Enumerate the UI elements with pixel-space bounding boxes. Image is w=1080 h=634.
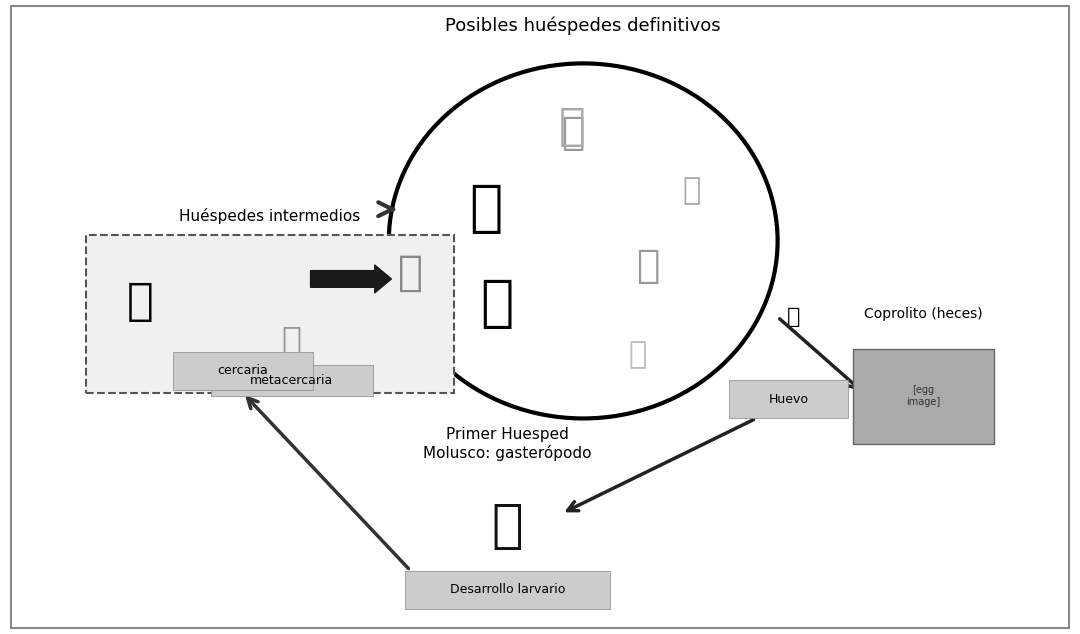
Text: Posibles huéspedes definitivos: Posibles huéspedes definitivos <box>445 16 721 35</box>
FancyBboxPatch shape <box>729 380 848 418</box>
FancyBboxPatch shape <box>11 6 1069 628</box>
Text: 🐟: 🐟 <box>282 323 301 356</box>
Text: 🦗: 🦗 <box>127 280 153 323</box>
Text: 🐠: 🐠 <box>481 277 513 332</box>
FancyBboxPatch shape <box>173 352 313 390</box>
Text: 🐟: 🐟 <box>397 252 423 294</box>
FancyBboxPatch shape <box>211 365 373 396</box>
Text: 🐦: 🐦 <box>559 105 585 148</box>
Text: 🦎: 🦎 <box>629 340 646 370</box>
FancyBboxPatch shape <box>853 349 994 444</box>
Text: 🐌: 🐌 <box>491 500 524 552</box>
Ellipse shape <box>389 63 778 418</box>
Text: 🦎: 🦎 <box>636 247 660 285</box>
Text: 🦤: 🦤 <box>561 114 584 152</box>
FancyArrowPatch shape <box>311 265 391 293</box>
Text: Primer Huesped
Molusco: gasterópodo: Primer Huesped Molusco: gasterópodo <box>423 427 592 460</box>
Text: [egg
image]: [egg image] <box>906 385 941 407</box>
Text: 💩: 💩 <box>787 307 800 327</box>
Text: Huevo: Huevo <box>768 393 809 406</box>
Text: cercaria: cercaria <box>218 365 268 377</box>
Text: Desarrollo larvario: Desarrollo larvario <box>450 583 565 596</box>
FancyBboxPatch shape <box>405 571 610 609</box>
Text: metacercaria: metacercaria <box>249 374 334 387</box>
Text: 🐟: 🐟 <box>470 182 502 236</box>
FancyBboxPatch shape <box>86 235 454 393</box>
Text: Huéspedes intermedios: Huéspedes intermedios <box>179 207 361 224</box>
Text: Coprolito (heces): Coprolito (heces) <box>864 307 983 321</box>
Text: 🦎: 🦎 <box>683 176 700 205</box>
